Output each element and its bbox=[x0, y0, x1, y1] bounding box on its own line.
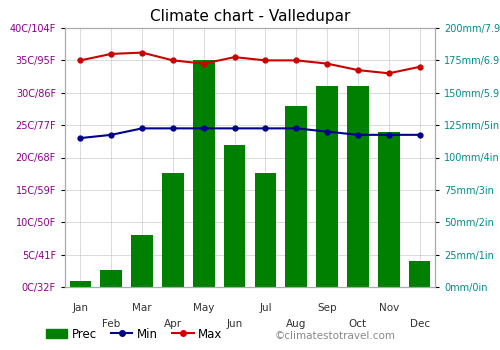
Min bbox=[108, 133, 114, 137]
Bar bbox=[409, 261, 430, 287]
Text: Aug: Aug bbox=[286, 319, 306, 329]
Text: Sep: Sep bbox=[318, 303, 337, 313]
Bar bbox=[224, 145, 246, 287]
Title: Climate chart - Valledupar: Climate chart - Valledupar bbox=[150, 9, 350, 24]
Max bbox=[355, 68, 361, 72]
Text: Nov: Nov bbox=[378, 303, 399, 313]
Line: Max: Max bbox=[78, 50, 422, 76]
Min bbox=[170, 126, 176, 131]
Max bbox=[262, 58, 268, 62]
Min bbox=[78, 136, 84, 140]
Text: Jan: Jan bbox=[72, 303, 88, 313]
Text: Jul: Jul bbox=[259, 303, 272, 313]
Min bbox=[293, 126, 299, 131]
Text: Oct: Oct bbox=[349, 319, 367, 329]
Text: May: May bbox=[193, 303, 214, 313]
Text: ©climatestotravel.com: ©climatestotravel.com bbox=[275, 331, 396, 341]
Max bbox=[78, 58, 84, 62]
Max bbox=[139, 50, 145, 55]
Min bbox=[262, 126, 268, 131]
Bar bbox=[254, 173, 276, 287]
Bar bbox=[316, 86, 338, 287]
Text: Jun: Jun bbox=[226, 319, 242, 329]
Min bbox=[386, 133, 392, 137]
Min bbox=[416, 133, 422, 137]
Min bbox=[232, 126, 237, 131]
Text: Feb: Feb bbox=[102, 319, 120, 329]
Bar bbox=[347, 86, 368, 287]
Bar bbox=[100, 270, 122, 287]
Line: Min: Min bbox=[78, 126, 422, 140]
Min bbox=[355, 133, 361, 137]
Max bbox=[416, 65, 422, 69]
Min bbox=[139, 126, 145, 131]
Max bbox=[324, 62, 330, 66]
Min bbox=[201, 126, 207, 131]
Legend: Prec, Min, Max: Prec, Min, Max bbox=[46, 328, 222, 341]
Bar bbox=[286, 106, 307, 287]
Max bbox=[201, 62, 207, 66]
Text: Mar: Mar bbox=[132, 303, 152, 313]
Max bbox=[386, 71, 392, 76]
Bar bbox=[162, 173, 184, 287]
Text: Apr: Apr bbox=[164, 319, 182, 329]
Text: Dec: Dec bbox=[410, 319, 430, 329]
Bar bbox=[70, 281, 91, 287]
Bar bbox=[193, 60, 214, 287]
Bar bbox=[378, 132, 400, 287]
Max bbox=[232, 55, 237, 59]
Bar bbox=[132, 235, 153, 287]
Max bbox=[293, 58, 299, 62]
Max bbox=[170, 58, 176, 62]
Min bbox=[324, 130, 330, 134]
Max bbox=[108, 52, 114, 56]
